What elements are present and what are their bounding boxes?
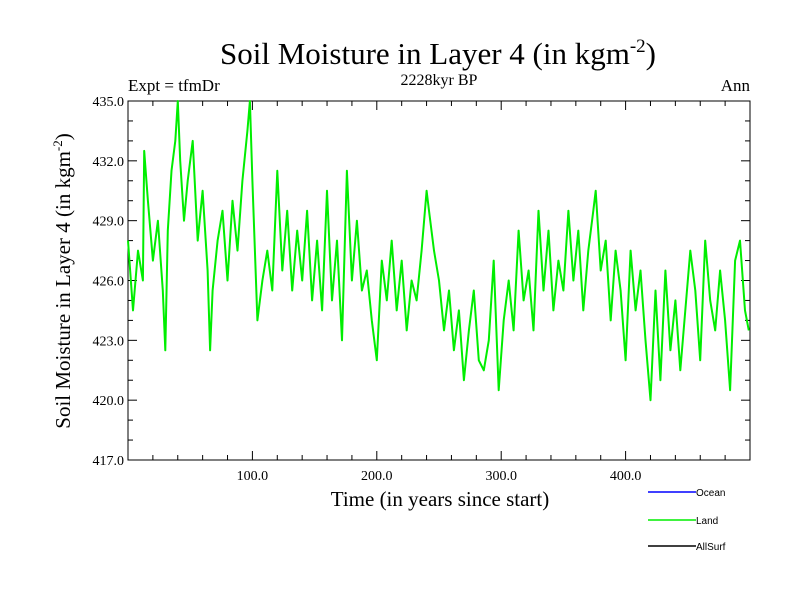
y-tick-label: 429.0 <box>93 215 125 230</box>
y-axis-title: Soil Moisture in Layer 4 (in kgm-2) <box>50 133 75 428</box>
x-tick-label: 100.0 <box>237 469 269 484</box>
y-tick-label: 435.0 <box>93 95 125 110</box>
legend-label-allsurf: AllSurf <box>696 542 726 553</box>
x-tick-label: 300.0 <box>485 469 517 484</box>
y-tick-label: 432.0 <box>93 155 125 170</box>
y-tick-label: 426.0 <box>93 275 125 290</box>
plot-area <box>127 100 750 402</box>
legend-label-land: Land <box>696 516 718 527</box>
legend-label-ocean: Ocean <box>696 488 725 499</box>
chart-title: Soil Moisture in Layer 4 (in kgm-2) <box>220 36 656 71</box>
expt-label: Expt = tfmDr <box>128 76 220 95</box>
legend: Ocean Land AllSurf <box>648 488 726 553</box>
y-tick-label: 423.0 <box>93 334 125 349</box>
series-line-land <box>127 100 750 402</box>
y-tick-label: 420.0 <box>93 394 125 409</box>
y-axis: 417.0 420.0 423.0 426.0 429.0 432.0 435.0 <box>93 95 750 469</box>
x-axis-title: Time (in years since start) <box>331 487 550 511</box>
chart-subtitle: 2228kyr BP <box>401 72 478 89</box>
season-label: Ann <box>721 76 751 95</box>
x-axis: 100.0 200.0 300.0 400.0 <box>152 101 726 484</box>
y-tick-label: 417.0 <box>93 454 125 469</box>
x-tick-label: 200.0 <box>361 469 393 484</box>
x-tick-label: 400.0 <box>610 469 642 484</box>
